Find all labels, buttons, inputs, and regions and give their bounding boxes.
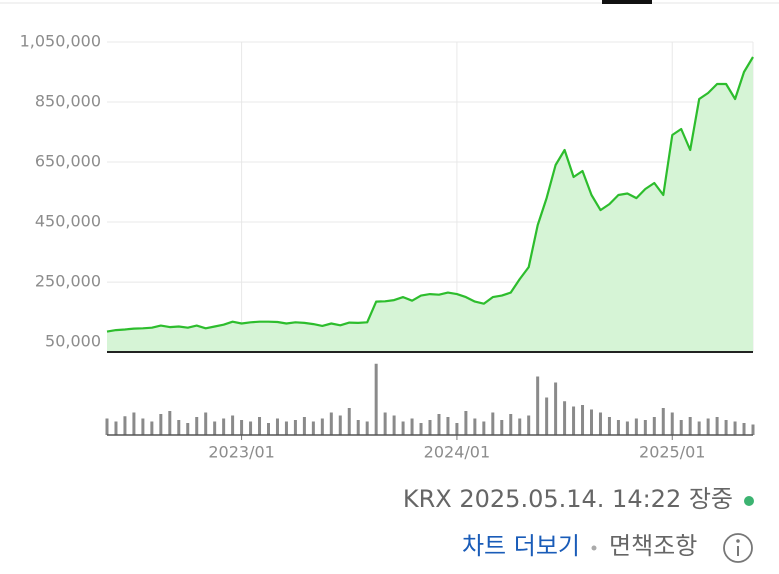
volume-bar xyxy=(141,418,145,435)
y-tick-label: 1,050,000 xyxy=(20,32,101,51)
volume-bar xyxy=(437,414,441,435)
x-tick-label: 2025/01 xyxy=(639,443,705,462)
volume-bar xyxy=(123,416,127,435)
volume-bar xyxy=(320,418,324,435)
volume-bar xyxy=(186,423,190,435)
volume-bar xyxy=(231,415,235,435)
volume-bar xyxy=(132,412,136,435)
stock-chart: 50,000 250,000 450,000 650,000 850,000 1,050,… xyxy=(20,32,755,462)
volume-bar xyxy=(114,421,118,435)
volume-bar xyxy=(590,409,593,435)
volume-bar xyxy=(258,417,262,435)
volume-bar xyxy=(509,414,513,435)
volume-bar xyxy=(652,417,656,435)
volume-bar xyxy=(383,412,387,435)
volume-bar xyxy=(401,421,405,435)
separator-dot xyxy=(591,545,597,551)
x-tick-label: 2023/01 xyxy=(208,443,274,462)
more-chart-link[interactable]: 차트 더보기 xyxy=(462,532,580,560)
volume-bar xyxy=(267,423,270,435)
y-tick-label: 250,000 xyxy=(35,272,101,291)
volume-bar xyxy=(410,418,414,435)
volume-bar xyxy=(697,421,701,435)
volume-bar xyxy=(616,420,620,435)
volume-bar xyxy=(643,420,647,435)
volume-bar xyxy=(311,421,315,435)
volume-bar xyxy=(159,414,163,435)
volume-bar xyxy=(545,397,549,435)
volume-bar xyxy=(455,423,459,435)
volume-bar xyxy=(598,412,602,435)
y-tick-label: 650,000 xyxy=(35,152,101,171)
volume-bar xyxy=(706,418,710,435)
y-tick-label: 450,000 xyxy=(35,212,101,231)
volume-bar xyxy=(374,363,378,435)
volume-bar xyxy=(293,420,297,435)
volume-bar xyxy=(742,423,746,435)
volume-bar xyxy=(392,415,396,435)
volume-bar xyxy=(356,420,360,435)
y-tick-label: 50,000 xyxy=(45,332,101,351)
volume-bar xyxy=(105,418,109,435)
volume-bar xyxy=(482,421,486,435)
volume-bar xyxy=(625,421,629,435)
volume-bar xyxy=(464,411,468,435)
volume-bar xyxy=(527,415,531,435)
price-line xyxy=(106,56,754,333)
volume-bar xyxy=(338,415,342,435)
volume-bar xyxy=(168,411,172,435)
volume-bar xyxy=(240,420,244,435)
volume-bar xyxy=(607,417,611,435)
y-tick-label: 850,000 xyxy=(35,92,101,111)
volume-bar xyxy=(419,423,423,435)
volume-bar xyxy=(688,417,692,435)
volume-bar xyxy=(284,421,288,435)
volume-bar xyxy=(302,417,306,435)
volume-bar xyxy=(150,421,154,435)
volume-bar xyxy=(177,420,181,435)
volume-bar xyxy=(670,412,674,435)
disclaimer-link[interactable]: 면책조항 xyxy=(609,532,697,560)
volume-bar xyxy=(213,421,217,435)
volume-bar xyxy=(751,424,755,435)
volume-bar xyxy=(347,408,351,435)
volume-bar xyxy=(195,417,199,435)
volume-bar xyxy=(733,421,737,435)
tab-indicator xyxy=(602,0,652,4)
volume-bar xyxy=(536,376,540,435)
volume-bar xyxy=(249,421,253,435)
price-area xyxy=(107,57,753,352)
volume-bar xyxy=(473,418,477,435)
volume-bar xyxy=(661,408,665,435)
live-dot xyxy=(744,496,754,506)
timestamp: KRX 2025.05.14. 14:22 장중 xyxy=(403,485,733,513)
volume-bar xyxy=(204,412,208,435)
volume-bar xyxy=(491,412,495,435)
volume-bar xyxy=(518,418,522,435)
volume-bar xyxy=(365,421,369,435)
volume-bar xyxy=(554,382,558,435)
volume-bar xyxy=(222,418,226,435)
info-icon[interactable] xyxy=(723,533,753,563)
volume-bar xyxy=(428,420,432,435)
volume-bar xyxy=(500,420,504,435)
volume-bar xyxy=(275,418,279,435)
volume-bar xyxy=(329,412,333,435)
volume-bar xyxy=(572,406,576,435)
volume-bar xyxy=(724,420,728,435)
volume-bar xyxy=(634,418,638,435)
volume-bar xyxy=(679,420,683,435)
volume-bar xyxy=(581,405,585,435)
volume-bar xyxy=(715,417,719,435)
volume-bar xyxy=(563,401,567,435)
x-tick-label: 2024/01 xyxy=(424,443,490,462)
volume-bar xyxy=(446,417,450,435)
